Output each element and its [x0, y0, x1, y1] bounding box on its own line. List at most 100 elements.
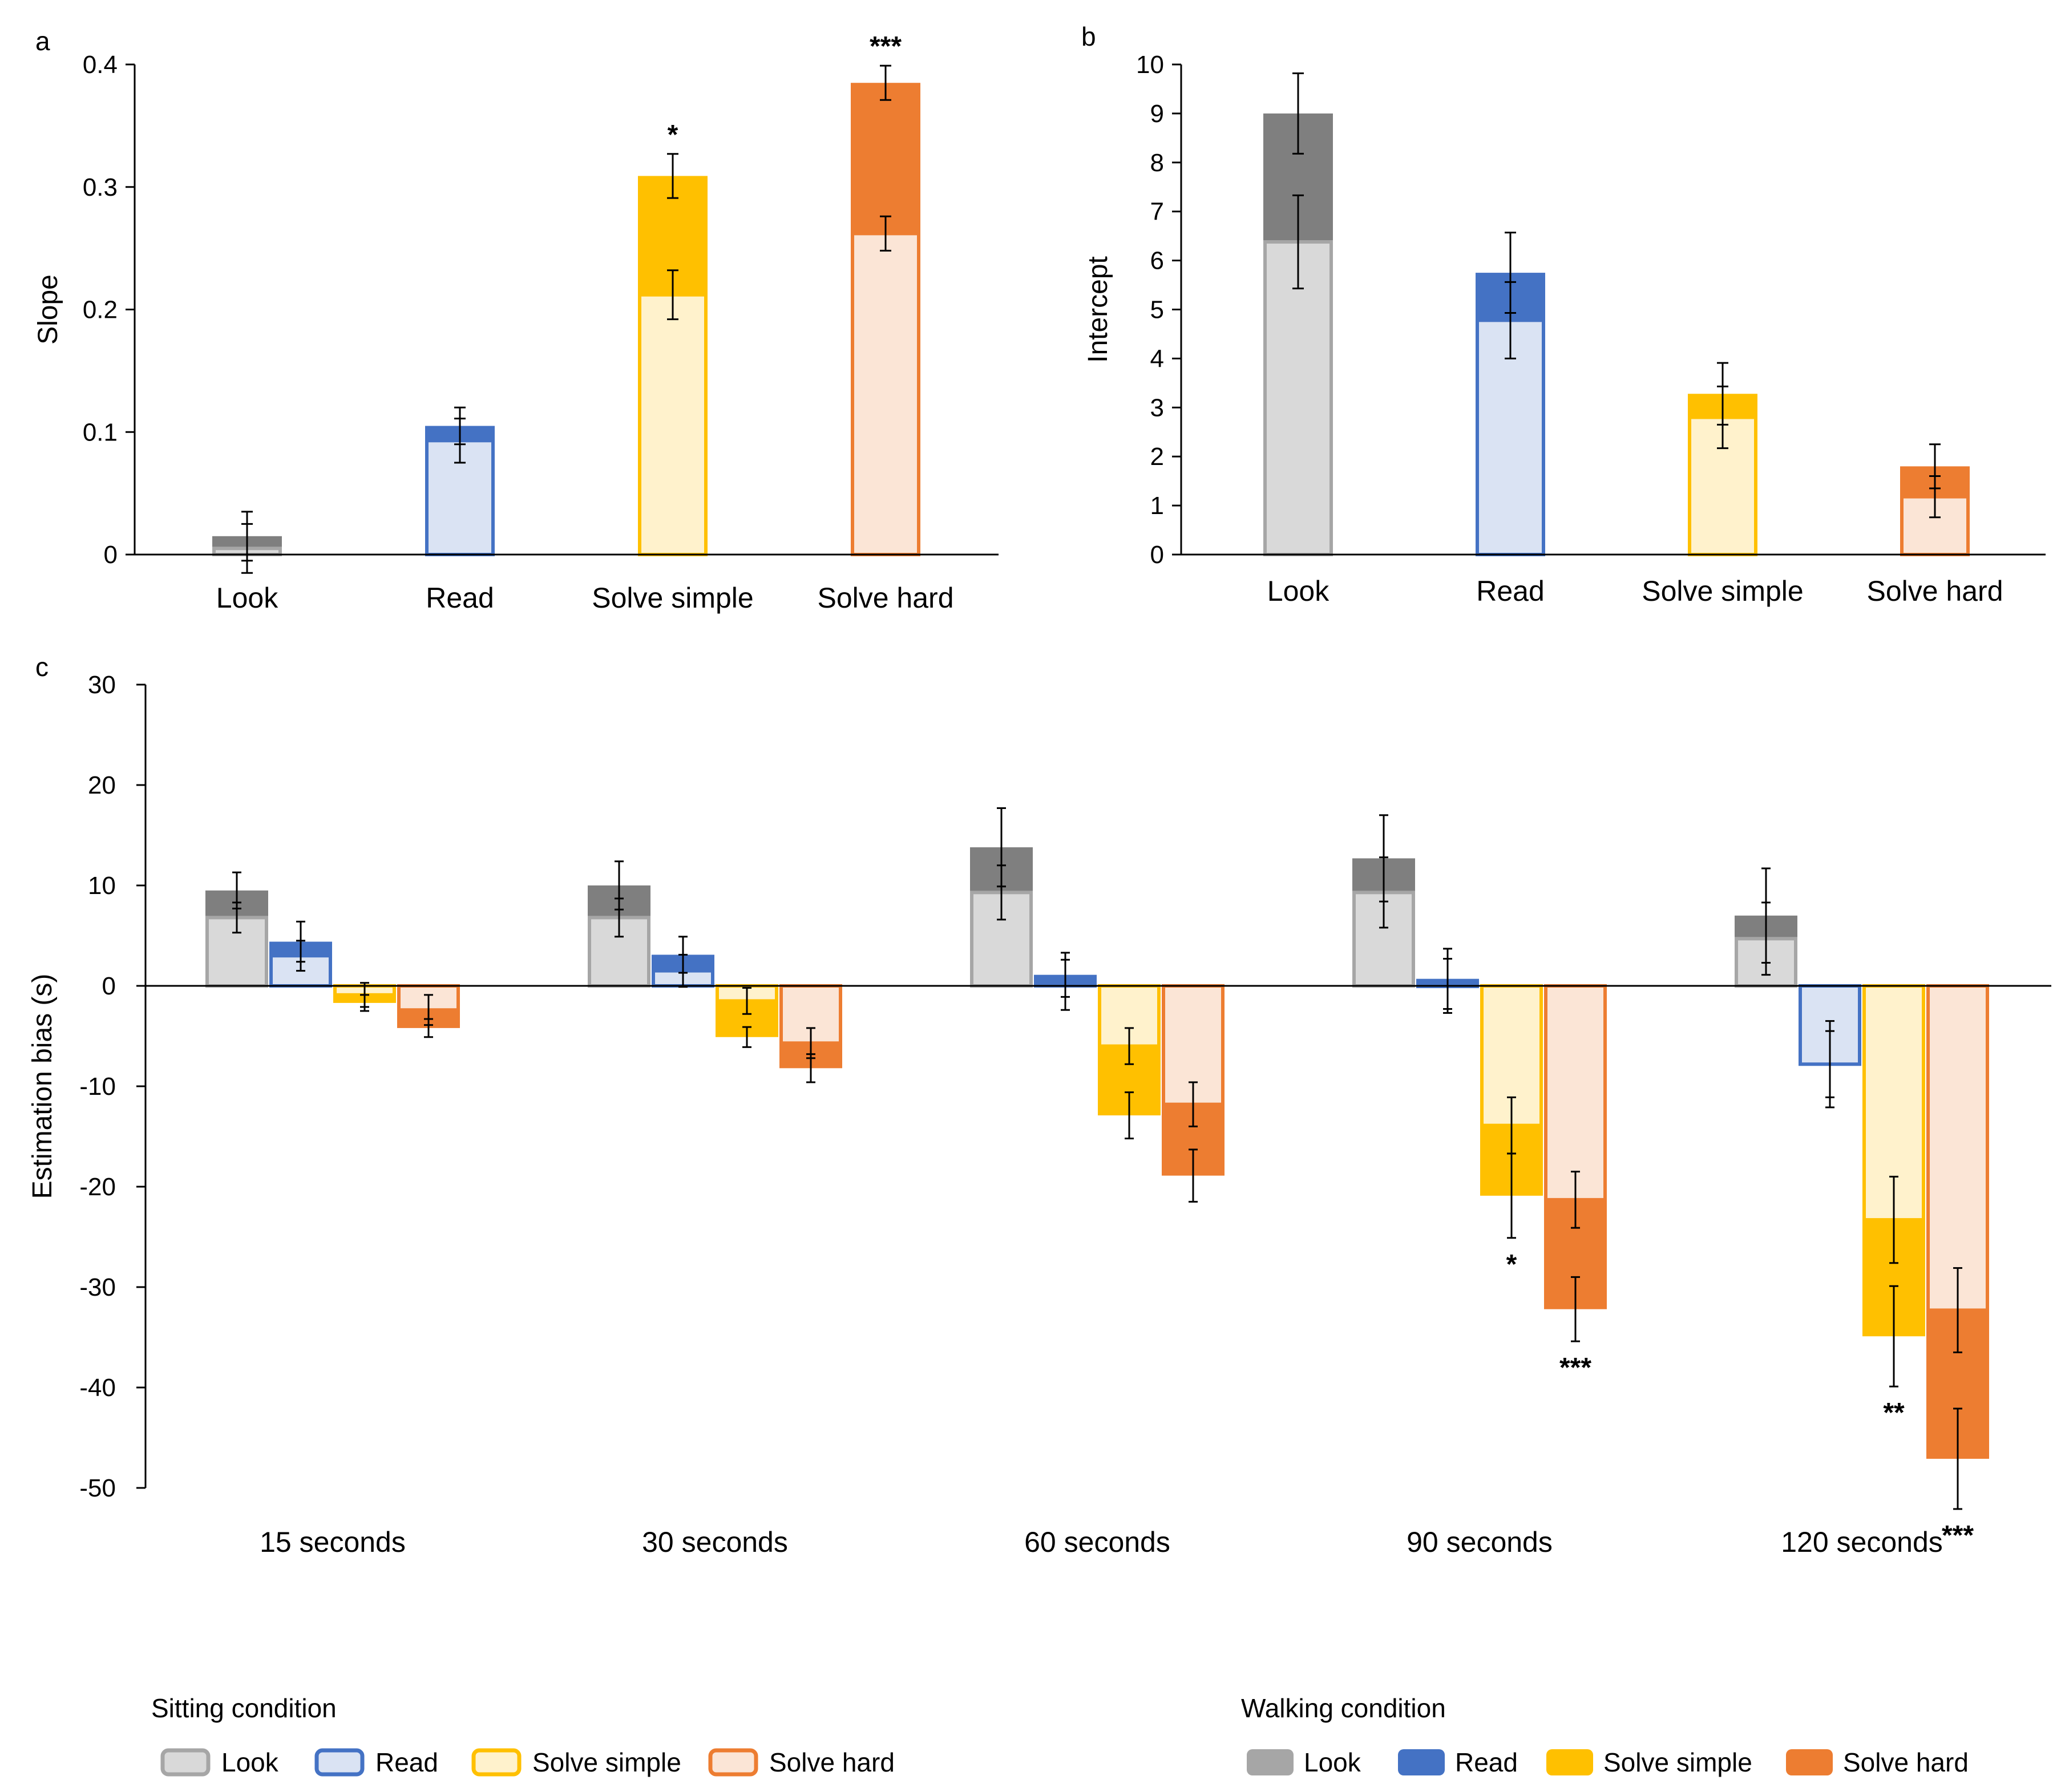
error-bar-sitting-read	[1061, 958, 1070, 1011]
y-tick-label: 0	[104, 541, 118, 569]
y-tick-label: 8	[1150, 149, 1164, 177]
group-15-seconds	[205, 871, 460, 1038]
error-bar-sitting-look	[232, 901, 241, 934]
legend-swatch-sitting	[708, 1748, 758, 1777]
error-bar-walking-solve-simple	[742, 1026, 751, 1048]
error-bar-sitting-solve-hard	[806, 1027, 815, 1059]
y-tick-label: 0.3	[83, 173, 118, 201]
x-category-label: Look	[216, 582, 278, 614]
y-tick-label: 3	[1150, 394, 1164, 422]
panel-label: c	[35, 652, 49, 682]
error-bar-walking-look	[1292, 72, 1304, 155]
significance-marker: ***	[1942, 1520, 1974, 1551]
error-bar-sitting-solve-hard	[1189, 1081, 1198, 1127]
error-bar-sitting-look	[1292, 194, 1304, 290]
legend-swatch-walking	[1398, 1749, 1445, 1775]
error-bar-sitting-solve-simple	[360, 982, 369, 1008]
legend-swatch-sitting	[160, 1748, 211, 1777]
significance-marker: **	[1883, 1398, 1905, 1428]
x-category-label: 30 seconds	[642, 1526, 788, 1558]
error-bar-sitting-solve-simple	[1125, 1027, 1134, 1065]
y-tick-label: 5	[1150, 296, 1164, 324]
error-bar-sitting-solve-hard	[1929, 475, 1941, 519]
panel-c-estimation-bias-chart: c 30 20 10 0 -10 -20 -30 -40 -50 Estimation bias (…	[27, 652, 2051, 1558]
panel-label: a	[35, 26, 50, 56]
y-tick-label: -20	[79, 1173, 116, 1201]
x-category-label: 90 seconds	[1407, 1526, 1553, 1558]
x-category-label: Solve hard	[1866, 575, 2003, 607]
bar-sitting-solve-simple	[638, 293, 708, 556]
error-bar-sitting-solve-simple	[1717, 385, 1728, 450]
group-30-seconds	[588, 860, 842, 1083]
error-bar-sitting-solve-hard	[1953, 1267, 1962, 1353]
y-tick-label: 2	[1150, 443, 1164, 471]
legend-item-walking-read: Read	[1398, 1747, 1518, 1777]
x-category-label: Solve hard	[817, 582, 953, 614]
legend-label: Solve hard	[1843, 1747, 1969, 1777]
legend-swatch-sitting	[471, 1748, 522, 1777]
y-tick-label: -10	[79, 1073, 116, 1101]
error-bar-sitting-read	[296, 940, 305, 972]
legend-label: Look	[1304, 1747, 1361, 1777]
x-category-label: 15 seconds	[260, 1526, 406, 1558]
y-tick-label: 10	[1136, 51, 1164, 79]
bar-sitting-solve-hard	[1544, 984, 1607, 1202]
y-tick-label: 30	[88, 671, 116, 699]
legend-item-walking-solve-hard: Solve hard	[1786, 1747, 1969, 1777]
significance-marker: ***	[1559, 1353, 1591, 1383]
x-category-label: Read	[426, 582, 494, 614]
legend-title-walking: Walking condition	[1241, 1693, 1446, 1723]
group-120-seconds: *****	[1735, 867, 1989, 1551]
significance-marker: *	[668, 120, 678, 150]
legend: Sitting condition Walking condition Look Lo…	[151, 1693, 1969, 1777]
y-tick-label: 0.1	[83, 418, 118, 446]
legend-item-sitting-look: Look	[160, 1747, 279, 1777]
bar-sitting-solve-hard	[1926, 984, 1989, 1312]
legend-swatch-sitting	[314, 1748, 365, 1777]
legend-item-sitting-solve-simple: Solve simple	[471, 1747, 681, 1777]
legend-swatch-walking	[1546, 1749, 1593, 1775]
legend-swatch-walking	[1247, 1749, 1294, 1775]
legend-item-walking-look: Look	[1247, 1747, 1361, 1777]
error-bar-walking-solve-simple	[1125, 1091, 1134, 1140]
error-bar-sitting-solve-hard	[1571, 1171, 1580, 1229]
y-tick-label: 1	[1150, 492, 1164, 520]
significance-marker: *	[1506, 1249, 1517, 1280]
error-bar-sitting-read	[1825, 1030, 1834, 1098]
error-bar-walking-solve-simple	[667, 153, 678, 199]
x-category-label: Read	[1476, 575, 1545, 607]
error-bar-sitting-look	[997, 864, 1006, 921]
group-60-seconds	[970, 807, 1225, 1203]
error-bar-walking-solve-hard	[1189, 1148, 1198, 1203]
x-category-label: 120 seconds	[1781, 1526, 1943, 1558]
error-bar-walking-solve-hard	[880, 64, 891, 101]
error-bar-walking-solve-hard	[1953, 1407, 1962, 1510]
y-tick-label: -40	[79, 1374, 116, 1402]
legend-label: Read	[1455, 1747, 1518, 1777]
error-bar-walking-solve-simple	[1889, 1285, 1898, 1388]
legend-label: Look	[221, 1747, 279, 1777]
y-tick-label: 0	[1150, 541, 1164, 569]
y-tick-label: 9	[1150, 100, 1164, 128]
error-bar-sitting-solve-simple	[667, 269, 678, 321]
legend-label: Read	[375, 1747, 438, 1777]
error-bar-walking-solve-hard	[1571, 1276, 1580, 1342]
y-tick-label: -30	[79, 1273, 116, 1301]
y-tick-label: 0.2	[83, 296, 118, 324]
y-axis-label: Intercept	[1083, 256, 1113, 363]
panel-b-intercept-chart: b 0 1 2 3 4 5 6 7 8 9 10 Intercept Look Read Solve simp…	[1081, 22, 2046, 607]
panel-a-slope-chart: a 0 0.1 0.2 0.3 0.4 Slope Look Read Solve simple *…	[33, 26, 999, 614]
error-bar-sitting-read	[1505, 281, 1516, 359]
error-bar-sitting-solve-hard	[424, 994, 433, 1026]
error-bar-sitting-look	[241, 523, 253, 574]
y-axis-label: Slope	[33, 274, 63, 345]
y-tick-label: -50	[79, 1474, 116, 1502]
legend-title-sitting: Sitting condition	[151, 1693, 337, 1723]
error-bar-sitting-read	[678, 953, 688, 988]
significance-marker: ***	[870, 31, 902, 62]
error-bar-sitting-look	[1761, 901, 1771, 976]
error-bar-sitting-solve-simple	[742, 987, 751, 1015]
legend-item-sitting-read: Read	[314, 1747, 438, 1777]
legend-label: Solve simple	[532, 1747, 681, 1777]
